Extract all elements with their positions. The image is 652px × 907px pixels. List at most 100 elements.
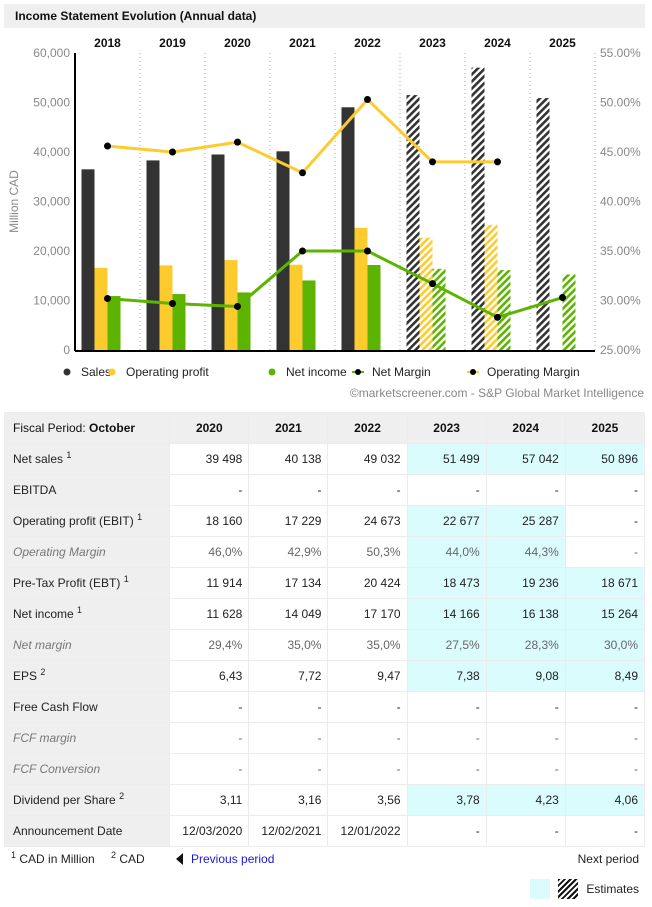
- bar-sales: [146, 160, 160, 350]
- line-net-margin: [107, 249, 563, 319]
- table-cell: 39 498: [169, 443, 250, 475]
- column-header: 2024: [485, 412, 566, 444]
- point-operating-margin: [299, 169, 306, 177]
- row-label-text: EPS: [13, 669, 38, 683]
- fiscal-period-header: Fiscal Period: October: [3, 412, 171, 444]
- table-cell: -: [248, 691, 329, 723]
- table-row: Net margin 29,4% 35,0% 35,0% 27,5% 28,3% 30,0%: [3, 629, 646, 661]
- bar-net-income: [367, 265, 381, 350]
- legend-item[interactable]: Sales: [63, 365, 112, 379]
- row-label-text: FCF margin: [13, 731, 77, 745]
- row-label: FCF margin: [3, 722, 171, 754]
- estimates-label: Estimates: [586, 882, 639, 896]
- table-cell: 44,0%: [406, 536, 487, 568]
- legend-marker-icon: [470, 369, 476, 375]
- table-cell: 22 677: [406, 505, 487, 537]
- table-cell: 17 170: [327, 598, 408, 630]
- table-cell: 3,11: [169, 784, 250, 816]
- legend-item[interactable]: Net Margin: [352, 365, 431, 379]
- table-cell: -: [248, 753, 329, 785]
- chart-credit: ©marketscreener.com - S&P Global Market …: [350, 386, 644, 400]
- row-label-text: Pre-Tax Profit (EBT): [13, 576, 121, 590]
- y-tick-label: 0: [63, 343, 70, 357]
- table-cell: 3,16: [248, 784, 329, 816]
- point-operating-margin: [169, 148, 176, 156]
- table-cell: 35,0%: [248, 629, 329, 661]
- footnote-2: 2 CAD: [111, 850, 145, 867]
- legend-item[interactable]: Operating Margin: [467, 365, 580, 379]
- footnote-1-text: CAD in Million: [19, 852, 95, 866]
- point-net-margin: [104, 295, 111, 303]
- caret-left-icon: [176, 853, 183, 865]
- table-cell: 42,9%: [248, 536, 329, 568]
- bar-operating-profit: [484, 224, 498, 350]
- table-cell: 29,4%: [169, 629, 250, 661]
- legend-item[interactable]: Operating profit: [108, 365, 210, 379]
- table-cell: 14 166: [406, 598, 487, 630]
- table-cell: -: [485, 753, 566, 785]
- table-cell: 12/02/2021: [248, 815, 329, 847]
- footnote-2-marker: 2: [111, 850, 117, 860]
- table-cell: -: [564, 815, 646, 847]
- table-cell: -: [406, 474, 487, 506]
- footnote-2-text: CAD: [119, 852, 145, 866]
- footnote-marker: 2: [40, 667, 46, 677]
- table-cell: -: [564, 691, 646, 723]
- table-cell: -: [248, 474, 329, 506]
- footnote-1-marker: 1: [11, 850, 17, 860]
- column-header: 2025: [564, 412, 646, 444]
- table-row: Free Cash Flow - - - - - -: [3, 691, 646, 723]
- footnote-marker: 1: [123, 574, 129, 584]
- table-cell: 11 914: [169, 567, 250, 599]
- row-label-text: Operating profit (EBIT): [13, 514, 134, 528]
- table-cell: 35,0%: [327, 629, 408, 661]
- table-cell: 8,49: [564, 660, 646, 692]
- row-label: Net sales 1: [3, 443, 171, 475]
- legend-label: Net Margin: [372, 365, 431, 379]
- table-cell: 19 236: [485, 567, 566, 599]
- x-tick-label: 2025: [549, 36, 576, 50]
- y-axis-title: Million CAD: [7, 170, 21, 233]
- next-period-link[interactable]: Next period: [577, 852, 639, 866]
- table-cell: 6,43: [169, 660, 250, 692]
- y-tick-label: 20,000: [33, 244, 70, 258]
- row-label: Dividend per Share 2: [3, 784, 171, 816]
- table-cell: -: [327, 753, 408, 785]
- column-header: 2022: [327, 412, 408, 444]
- row-label: EBITDA: [3, 474, 171, 506]
- point-net-margin: [234, 302, 241, 310]
- table-cell: 49 032: [327, 443, 408, 475]
- table-row: Announcement Date 12/03/2020 12/02/2021 12/…: [3, 815, 646, 847]
- legend-label: Operating Margin: [487, 365, 580, 379]
- financial-table: Fiscal Period: October 2020 2021 2022 20…: [3, 412, 646, 847]
- previous-period-link[interactable]: Previous period: [176, 852, 274, 866]
- bar-sales: [211, 154, 225, 350]
- point-net-margin: [429, 280, 436, 288]
- y-tick-label: 10,000: [33, 294, 70, 308]
- table-cell: 15 264: [564, 598, 646, 630]
- bar-operating-profit: [354, 227, 368, 350]
- table-header-row: Fiscal Period: October 2020 2021 2022 20…: [3, 412, 646, 444]
- legend-label: Net income: [286, 365, 347, 379]
- bar-sales: [536, 98, 550, 351]
- row-label-text: Free Cash Flow: [13, 700, 98, 714]
- x-tick-label: 2019: [159, 36, 186, 50]
- x-tick-label: 2023: [419, 36, 446, 50]
- row-label-text: FCF Conversion: [13, 762, 101, 776]
- row-label-text: Dividend per Share: [13, 793, 116, 807]
- row-label-text: Announcement Date: [13, 824, 123, 838]
- table-row: FCF Conversion - - - - - -: [3, 753, 646, 785]
- row-label-text: EBITDA: [13, 483, 57, 497]
- table-cell: 51 499: [406, 443, 487, 475]
- table-cell: 18 160: [169, 505, 250, 537]
- table-cell: -: [406, 722, 487, 754]
- legend-item[interactable]: Net income: [268, 365, 348, 379]
- legend-dot-icon: [63, 368, 71, 376]
- previous-period-label: Previous period: [191, 852, 275, 866]
- table-row: FCF margin - - - - - -: [3, 722, 646, 754]
- x-tick-label: 2018: [94, 36, 121, 50]
- x-tick-label: 2021: [289, 36, 316, 50]
- row-label-text: Net income: [13, 607, 74, 621]
- income-statement-chart: 2018 2019 2020 2021 2022 2023 2024 2025 0 10,000 2…: [7, 36, 644, 400]
- row-label: FCF Conversion: [3, 753, 171, 785]
